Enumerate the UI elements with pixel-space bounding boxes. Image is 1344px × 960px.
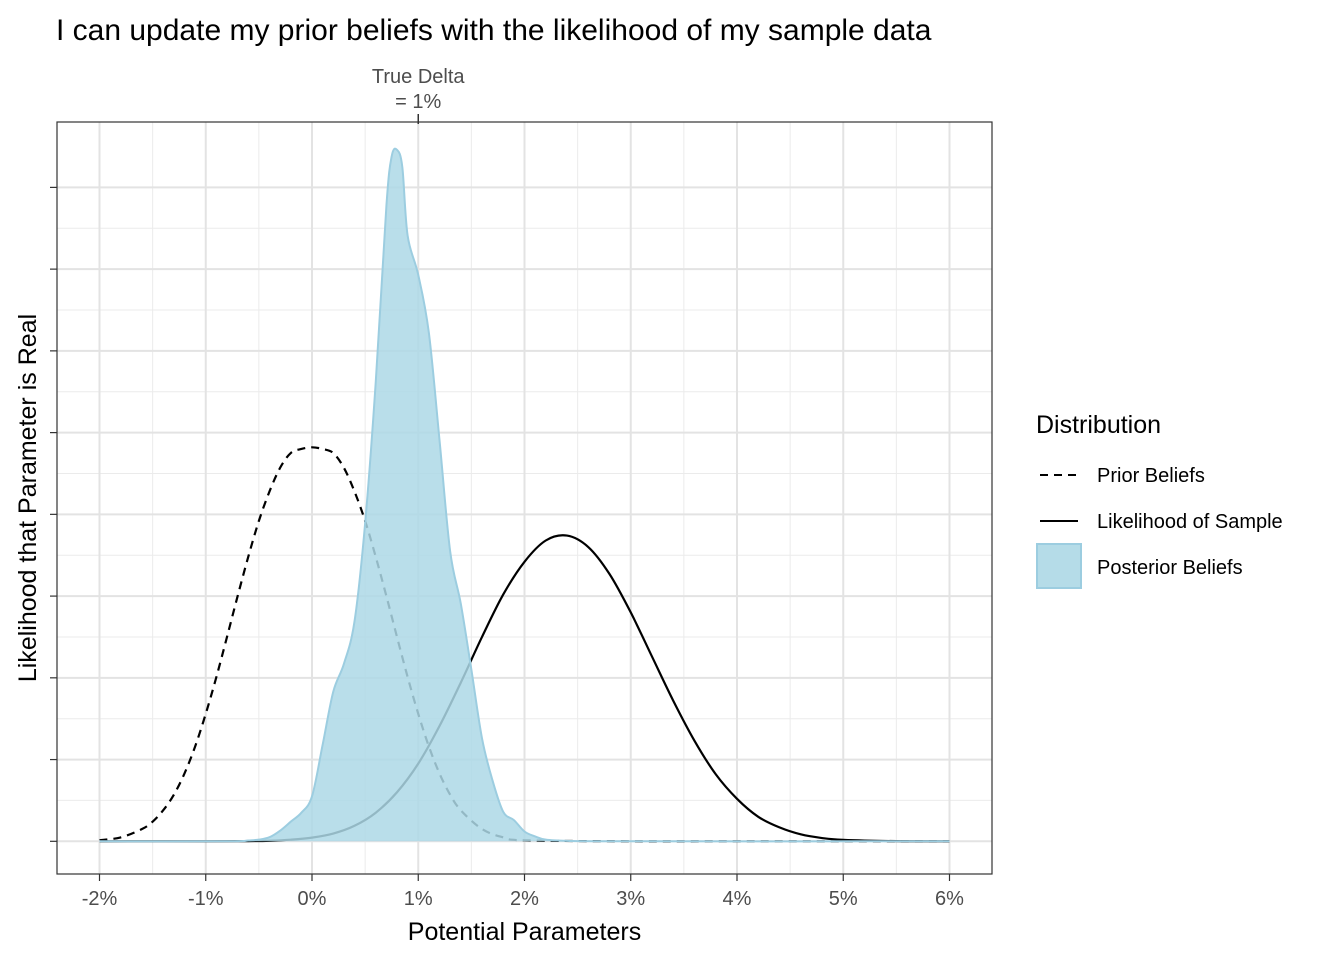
x-tick-label: -1% — [188, 888, 224, 910]
legend-label-likelihood: Likelihood of Sample — [1097, 511, 1283, 533]
x-tick-label: 2% — [510, 888, 539, 910]
x-tick-label: -2% — [82, 888, 118, 910]
x-tick-label: 3% — [616, 888, 645, 910]
x-axis-title: Potential Parameters — [408, 918, 641, 946]
true-delta-annotation: True Delta = 1% — [372, 66, 466, 124]
x-tick-label: 6% — [935, 888, 964, 910]
annotation-line-2: = 1% — [395, 91, 441, 113]
y-axis-title: Likelihood that Parameter is Real — [14, 314, 42, 682]
annotation-line-1: True Delta — [372, 66, 466, 88]
legend-title: Distribution — [1036, 411, 1161, 439]
y-axis — [50, 186, 57, 842]
x-tick-label: 4% — [723, 888, 752, 910]
chart-title: I can update my prior beliefs with the l… — [56, 14, 932, 47]
posterior-outline — [99, 147, 950, 843]
x-tick-label: 0% — [298, 888, 327, 910]
grid-major — [57, 122, 992, 874]
legend-label-prior: Prior Beliefs — [1097, 465, 1205, 487]
legend-key-posterior — [1036, 543, 1082, 589]
x-tick-label: 5% — [829, 888, 858, 910]
x-axis: -2% -1% 0% 1% 2% 3% 4% 5% 6% — [82, 874, 964, 910]
series-layer — [99, 147, 950, 843]
plot-panel — [56, 121, 993, 875]
legend: Distribution Prior Beliefs Likelihood of… — [1036, 411, 1283, 589]
x-tick-label: 1% — [404, 888, 433, 910]
legend-label-posterior: Posterior Beliefs — [1097, 557, 1243, 579]
